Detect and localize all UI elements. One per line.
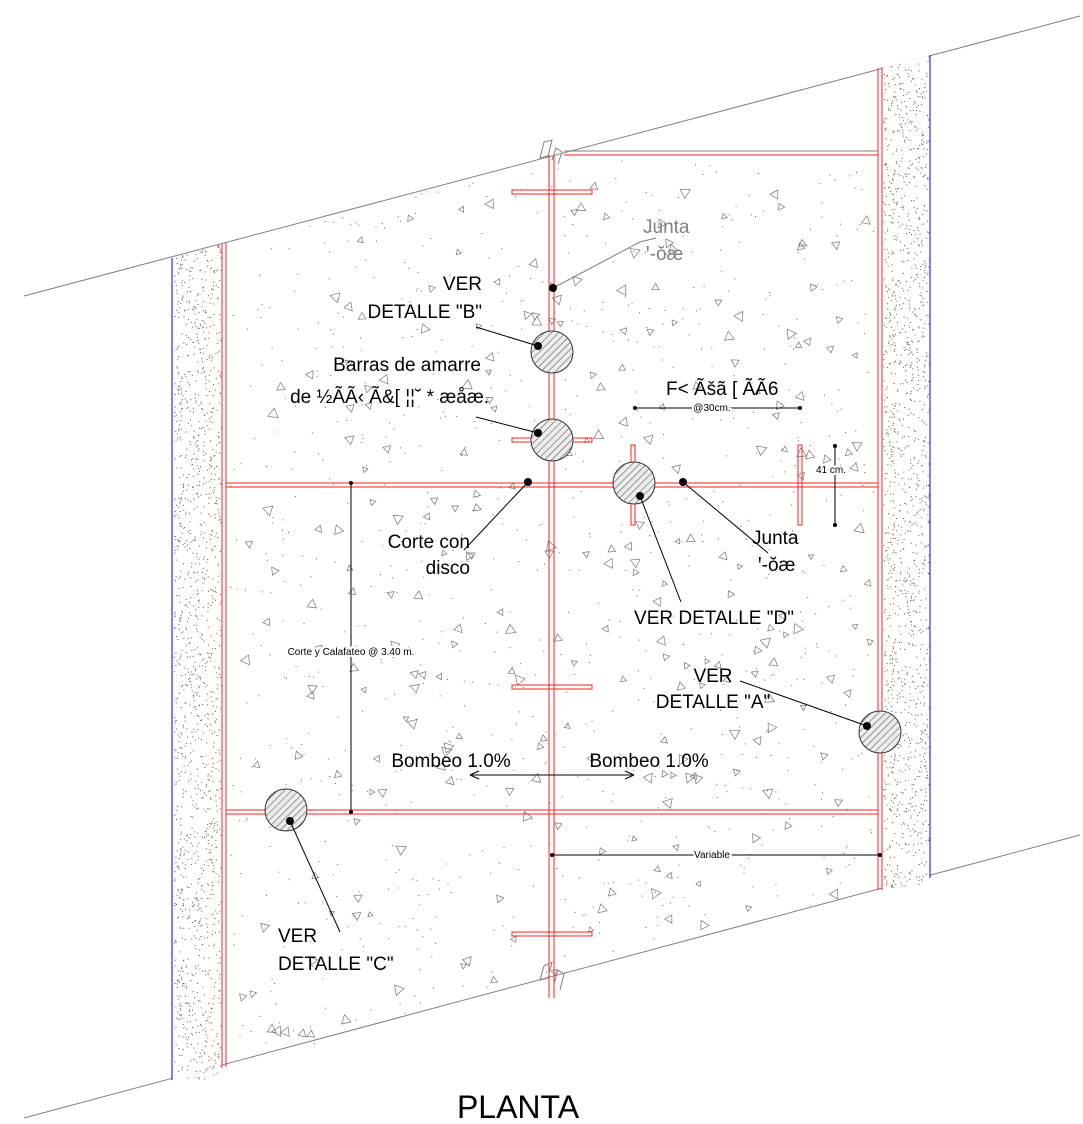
break-symbol-top [539, 139, 553, 159]
detalle-b-label-1: VER [443, 274, 482, 295]
transverse-joint-lower [226, 809, 878, 815]
dowel-label: F< Ãšã [ ÃÃ6 [666, 378, 778, 400]
detail-b-circle[interactable] [530, 330, 574, 374]
transverse-joint-upper [226, 482, 878, 488]
barras-label-1: Barras de amarre [333, 355, 481, 376]
drawing-title: PLANTA [457, 1089, 580, 1124]
left-shoulder [172, 245, 222, 1080]
detail-c-circle[interactable] [264, 788, 308, 832]
dimension-variable [550, 853, 882, 857]
junta-top-label: Junta [643, 217, 690, 238]
break-symbol-top-2 [551, 147, 563, 165]
detail-a-circle[interactable] [858, 710, 902, 754]
dimension-41cm [833, 444, 837, 527]
variable-label: Variable [694, 850, 730, 861]
break-symbol-bottom-2 [553, 969, 565, 991]
corte-disco-label-2: disco [426, 558, 470, 579]
junta-mid-sublabel: ꞌ-ŏæ [758, 555, 796, 576]
barras-label-2: de ½ÃÃ‹ Ã&[ ¦¦˘ * æåæ. [290, 386, 489, 408]
detalle-a-label-1: VER [693, 666, 732, 687]
junta-top-sublabel: ꞌ-ŏæ [646, 244, 684, 265]
dimension-dowel-spacing [633, 406, 802, 410]
dowel-spacing-label: @30cm. [693, 403, 730, 414]
detalle-b-label-2: DETALLE "B" [367, 302, 482, 323]
detail-d-circle[interactable] [612, 461, 656, 505]
detalle-c-label-2: DETALLE "C" [278, 954, 394, 975]
leader-lines [289, 237, 868, 933]
dowel-bars [630, 444, 803, 526]
corte-calafateo-label: Corte y Calafateo @ 3.40 m. [288, 647, 415, 658]
bombeo-right-label: Bombeo 1.0% [589, 751, 708, 772]
bombeo-left-label: Bombeo 1.0% [391, 751, 510, 772]
break-symbol-bottom [539, 961, 553, 981]
dim-41-label: 41 cm. [816, 465, 846, 476]
concrete-texture [174, 56, 930, 1080]
bombeo-arrow [469, 770, 635, 780]
detalle-d-label: VER DETALLE "D" [634, 608, 794, 629]
leader-dots [286, 284, 871, 825]
corte-disco-label-1: Corte con [388, 532, 470, 553]
dimension-slab-length [349, 481, 353, 814]
tie-bars [511, 189, 593, 937]
detalle-a-label-2: DETALLE "A" [656, 692, 771, 713]
detalle-c-label-1: VER [278, 926, 317, 947]
junta-mid-label: Junta [752, 528, 799, 549]
tie-bar-detail-circle[interactable] [530, 418, 574, 462]
center-longitudinal-joint [548, 150, 878, 998]
